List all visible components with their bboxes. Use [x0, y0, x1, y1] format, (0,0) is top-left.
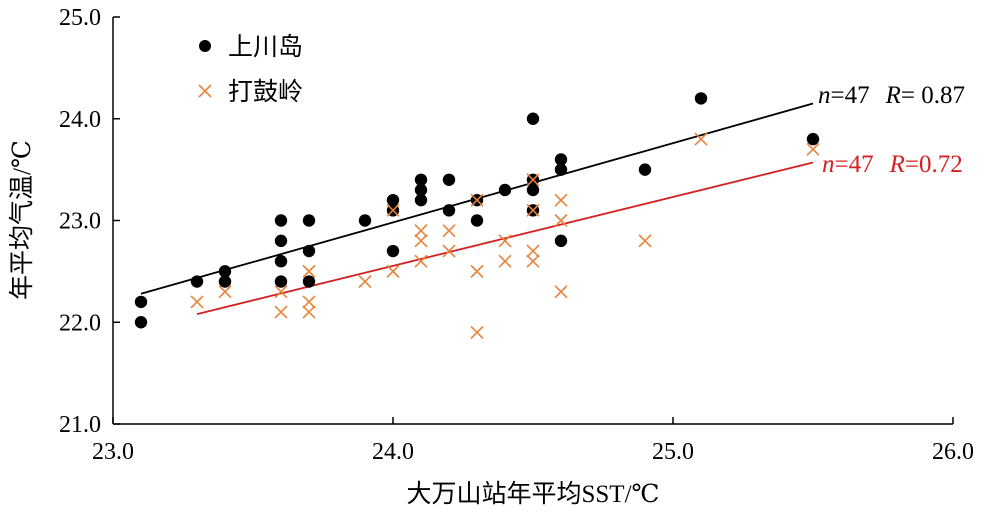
legend-marker-dagulin — [198, 84, 212, 98]
data-point-shangchuan — [274, 234, 288, 248]
data-point-shangchuan — [554, 153, 568, 166]
x-tick-label: 23.0 — [92, 439, 134, 465]
data-points — [134, 92, 820, 339]
annotation-dagulin-n-value: =47 — [835, 151, 874, 178]
data-point-dagulin — [638, 234, 652, 248]
data-point-dagulin — [554, 193, 568, 207]
data-point-dagulin — [414, 234, 428, 248]
data-point-dagulin — [526, 244, 540, 258]
annotation-shangchuan-n: n — [818, 82, 831, 109]
data-point-dagulin — [470, 193, 484, 207]
data-point-shangchuan — [274, 275, 288, 288]
data-point-shangchuan — [806, 132, 820, 146]
data-point-dagulin — [302, 305, 316, 319]
data-point-shangchuan — [386, 193, 400, 207]
y-tick-label: 23.0 — [59, 209, 101, 235]
data-point-dagulin — [694, 132, 708, 146]
data-point-shangchuan — [638, 163, 652, 176]
data-point-shangchuan — [274, 214, 288, 227]
fit-lines — [140, 102, 814, 315]
legend-marker-shangchuan — [199, 40, 211, 52]
data-point-dagulin — [526, 203, 540, 217]
legend-label-shangchuan: 上川岛 — [228, 33, 303, 61]
data-point-shangchuan — [554, 234, 568, 248]
data-point-shangchuan — [442, 204, 456, 217]
y-axis-label: 年平均气温/℃ — [8, 140, 36, 300]
annotation-shangchuan-r: R — [885, 82, 901, 109]
data-point-shangchuan — [526, 183, 540, 197]
data-point-dagulin — [190, 295, 204, 309]
data-point-dagulin — [442, 244, 456, 258]
data-point-shangchuan — [302, 275, 316, 288]
data-point-dagulin — [414, 254, 428, 268]
data-point-shangchuan — [414, 183, 428, 197]
annotation-shangchuan-r-value: = 0.87 — [901, 82, 965, 109]
annotation-dagulin-r: R — [889, 151, 905, 178]
data-point-dagulin — [806, 142, 820, 156]
data-point-dagulin — [554, 213, 568, 228]
data-point-shangchuan — [218, 265, 232, 278]
data-point-shangchuan — [498, 183, 512, 197]
x-tick-label: 24.0 — [372, 439, 414, 465]
data-point-shangchuan — [302, 214, 316, 227]
y-tick-label: 21.0 — [59, 412, 101, 438]
annotation-dagulin-n: n — [822, 151, 835, 178]
data-point-dagulin — [274, 285, 288, 299]
data-point-shangchuan — [694, 92, 708, 105]
data-point-dagulin — [302, 264, 316, 278]
annotation-dagulin-r-value: =0.72 — [905, 151, 963, 178]
data-point-dagulin — [526, 173, 540, 187]
data-point-shangchuan — [190, 275, 204, 288]
y-tick-label: 22.0 — [59, 310, 101, 336]
data-point-shangchuan — [134, 316, 148, 329]
legend-label-dagulin: 打鼓岭 — [228, 78, 303, 106]
data-point-shangchuan — [554, 163, 568, 176]
y-tick-label: 24.0 — [59, 107, 101, 133]
data-point-dagulin — [498, 234, 512, 248]
data-point-dagulin — [442, 224, 456, 238]
data-point-dagulin — [386, 264, 400, 278]
annotation-shangchuan-n-value: =47 — [831, 82, 870, 109]
data-point-shangchuan — [526, 112, 540, 125]
data-point-dagulin — [470, 325, 484, 339]
data-point-shangchuan — [274, 255, 288, 268]
x-tick-label: 25.0 — [652, 439, 694, 465]
data-point-shangchuan — [386, 244, 400, 258]
data-point-dagulin — [386, 203, 400, 217]
data-point-dagulin — [302, 295, 316, 309]
y-tick-label: 25.0 — [59, 5, 101, 31]
data-point-shangchuan — [358, 214, 372, 227]
fit-line-1 — [196, 161, 814, 315]
annotation-dagulin: n=47 R=0.72 — [822, 151, 963, 178]
data-point-shangchuan — [134, 295, 148, 309]
x-tick-label: 26.0 — [932, 439, 974, 465]
legend: 上川岛 打鼓岭 — [198, 33, 303, 106]
data-point-dagulin — [470, 264, 484, 278]
data-point-shangchuan — [442, 173, 456, 186]
data-point-shangchuan — [470, 214, 484, 227]
tick-labels: 23.0 24.0 25.0 26.0 21.0 22.0 23.0 24.0 25.0 — [59, 5, 974, 465]
data-point-dagulin — [274, 305, 288, 319]
data-point-dagulin — [218, 285, 232, 299]
data-point-shangchuan — [218, 275, 232, 288]
data-point-dagulin — [554, 285, 568, 299]
data-point-dagulin — [358, 274, 372, 289]
data-point-shangchuan — [414, 173, 428, 186]
data-point-shangchuan — [414, 193, 428, 207]
annotation-shangchuan: n=47 R= 0.87 — [818, 82, 965, 109]
data-point-dagulin — [498, 254, 512, 268]
tick-marks — [112, 16, 954, 425]
data-point-dagulin — [526, 254, 540, 268]
data-point-shangchuan — [302, 244, 316, 258]
data-point-dagulin — [414, 224, 428, 238]
x-axis-label: 大万山站年平均SST/℃ — [407, 480, 660, 508]
